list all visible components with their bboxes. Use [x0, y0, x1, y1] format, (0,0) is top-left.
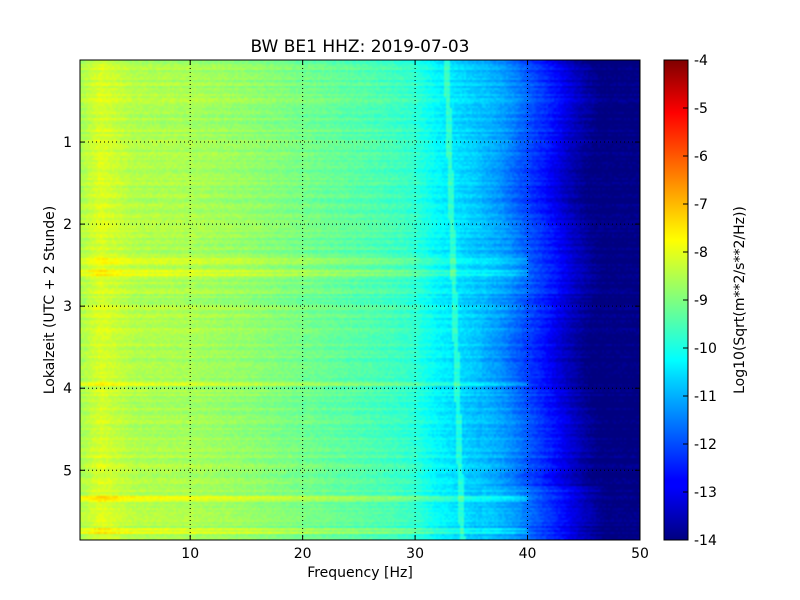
- x-tick-label: 20: [294, 546, 312, 562]
- colorbar-tick-label: -8: [694, 245, 708, 261]
- grid-lines: [80, 60, 640, 540]
- plot-frame: [79, 59, 641, 541]
- y-tick-label: 3: [63, 299, 72, 315]
- y-tick-label: 5: [63, 463, 72, 479]
- colorbar-tick-label: -9: [694, 293, 708, 309]
- chart-title: BW BE1 HHZ: 2019-07-03: [250, 37, 469, 57]
- y-tick-label: 4: [63, 381, 72, 397]
- colorbar-label: Log10(Sqrt(m**2/s**2/Hz)): [732, 206, 748, 394]
- heatmap-area: [80, 60, 640, 540]
- x-tick-label: 30: [406, 546, 424, 562]
- y-tick-label: 2: [63, 217, 72, 233]
- colorbar-tick-label: -11: [694, 389, 717, 405]
- x-tick-label: 50: [631, 546, 649, 562]
- x-axis-ticks: 10 20 30 40 50: [181, 60, 649, 562]
- spectrogram-heatmap: [80, 60, 640, 540]
- x-tick-label: 10: [181, 546, 199, 562]
- colorbar-tick-label: -14: [694, 533, 717, 549]
- colorbar-tick-label: -6: [694, 149, 708, 165]
- x-axis-label: Frequency [Hz]: [307, 565, 413, 581]
- colorbar-tick-label: -13: [694, 485, 717, 501]
- x-tick-label: 40: [519, 546, 537, 562]
- colorbar-tick-label: -7: [694, 197, 708, 213]
- colorbar-tick-label: -10: [694, 341, 717, 357]
- colorbar-tick-label: -5: [694, 101, 708, 117]
- y-tick-label: 1: [63, 135, 72, 151]
- y-axis-ticks: 1 2 3 4 5: [63, 135, 640, 479]
- colorbar-tick-label: -12: [694, 437, 717, 453]
- colorbar-ticks: -4 -5 -6 -7 -8 -9 -10 -11 -12 -13 -14: [683, 53, 717, 549]
- colorbar-tick-label: -4: [694, 53, 708, 69]
- y-axis-label: Lokalzeit (UTC + 2 Stunde): [42, 206, 58, 395]
